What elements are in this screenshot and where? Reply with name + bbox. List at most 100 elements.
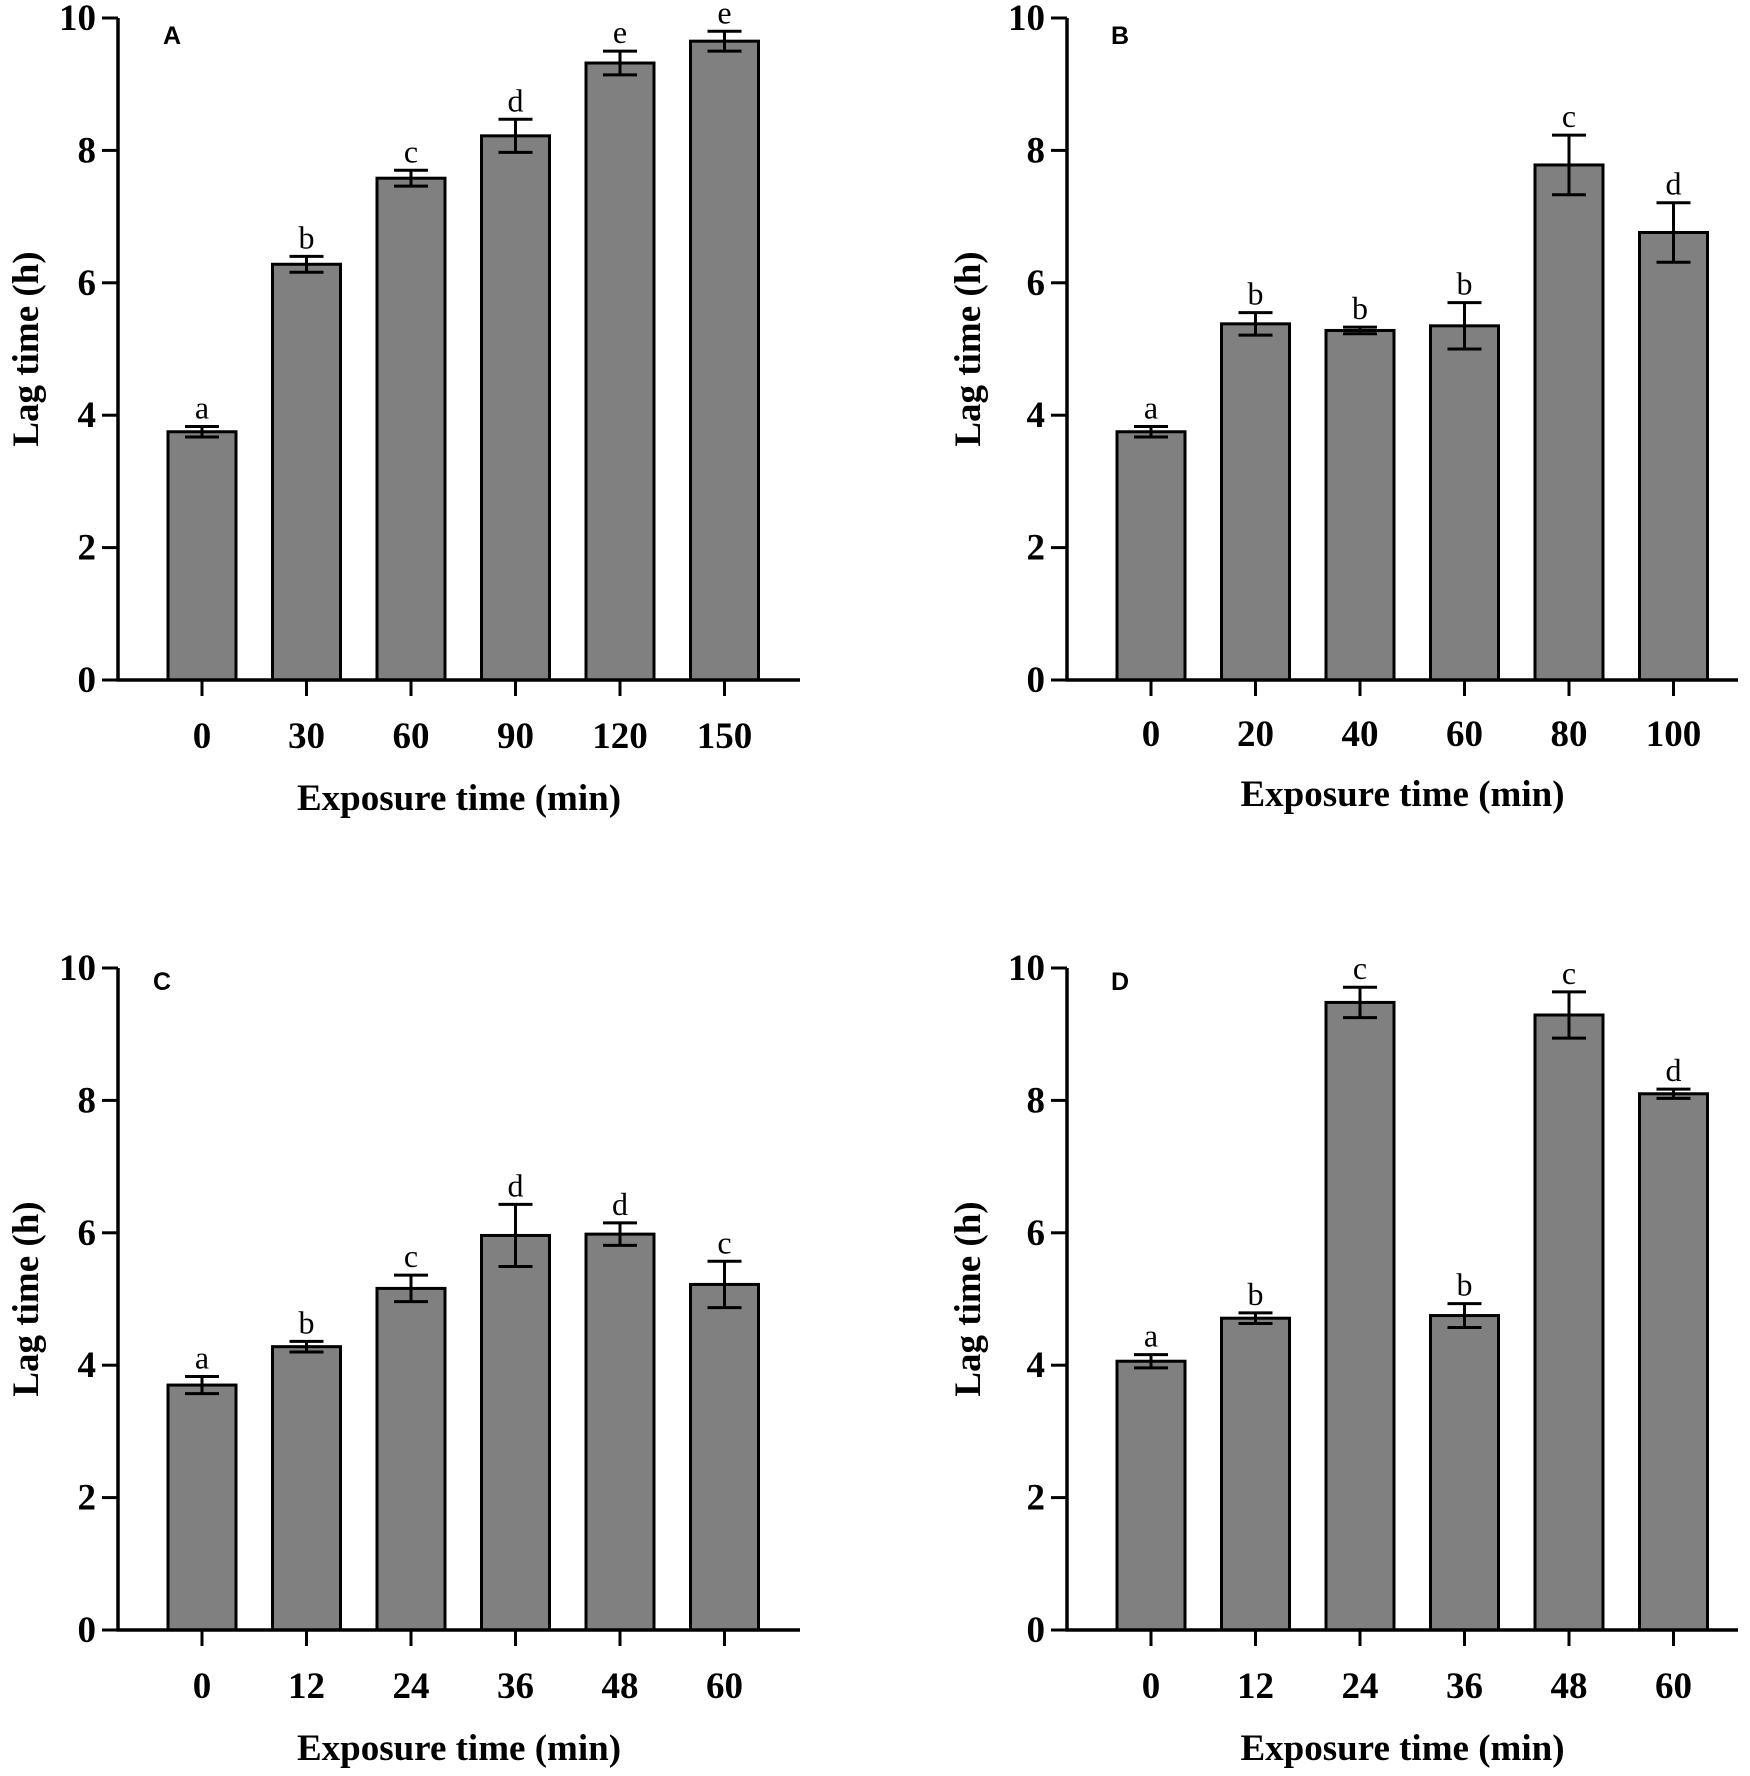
panel-b-significance-letter: b bbox=[1457, 266, 1473, 302]
panel-a-bar-60 bbox=[375, 176, 447, 682]
panel-b-significance-letter: d bbox=[1666, 166, 1682, 202]
panel-b-y-tick-label: 6 bbox=[1027, 263, 1046, 304]
panel-c-y-tick-label: 4 bbox=[78, 1345, 97, 1386]
panel-b-x-tick-label: 60 bbox=[1446, 714, 1483, 755]
panel-a-letter: A bbox=[163, 22, 181, 50]
panel-b-bar-20 bbox=[1220, 322, 1291, 682]
panel-b-y-tick-label: 4 bbox=[1027, 395, 1046, 436]
panel-b-bar-80 bbox=[1533, 163, 1605, 682]
panel-a-y-tick-label: 2 bbox=[78, 528, 97, 569]
panel-c-bar-48 bbox=[584, 1232, 656, 1632]
panel-a-x-tick-label: 30 bbox=[288, 716, 325, 757]
panel-b-y-tick-label: 2 bbox=[1027, 528, 1046, 569]
panel-d-bar-12 bbox=[1220, 1316, 1291, 1632]
panel-a-y-tick-label: 8 bbox=[78, 130, 97, 171]
panel-b-bar-0 bbox=[1115, 430, 1187, 682]
panel-b-y-tick-label: 10 bbox=[1008, 0, 1045, 39]
panel-d-x-tick-label: 60 bbox=[1655, 1666, 1692, 1707]
panel-c-significance-letter: c bbox=[404, 1238, 418, 1274]
panel-c-bar-24 bbox=[375, 1286, 447, 1632]
panel-c-y-tick-label: 8 bbox=[78, 1080, 97, 1121]
panel-d-bar-24 bbox=[1324, 1000, 1396, 1632]
panel-d-x-tick-label: 12 bbox=[1237, 1666, 1274, 1707]
panel-c-x-tick-label: 48 bbox=[602, 1666, 639, 1707]
panel-a-x-tick-label: 60 bbox=[393, 716, 430, 757]
panel-d-bar-60 bbox=[1638, 1092, 1709, 1632]
panel-d-y-tick-label: 4 bbox=[1027, 1345, 1046, 1386]
panel-d-y-tick-label: 6 bbox=[1027, 1213, 1046, 1254]
panel-b-y-tick-label: 8 bbox=[1027, 130, 1046, 171]
panel-c-y-tick-label: 6 bbox=[78, 1213, 97, 1254]
panel-a-x-tick-label: 0 bbox=[193, 716, 212, 757]
panel-c-letter: C bbox=[153, 968, 171, 996]
panel-b-bar-40 bbox=[1324, 328, 1396, 682]
panel-b-y-axis-title: Lag time (h) bbox=[948, 251, 989, 446]
panel-a-x-tick-label: 150 bbox=[697, 716, 753, 757]
panel-d-x-tick-label: 0 bbox=[1142, 1666, 1161, 1707]
panel-b-x-tick-label: 0 bbox=[1142, 714, 1161, 755]
panel-b-letter: B bbox=[1111, 22, 1129, 50]
panel-c-x-tick-label: 0 bbox=[193, 1666, 212, 1707]
panel-c-bar-36 bbox=[480, 1233, 551, 1632]
panel-b-y-tick-label: 0 bbox=[1027, 660, 1046, 701]
panel-a-significance-letter: e bbox=[717, 0, 731, 30]
panel-b-x-tick-label: 40 bbox=[1342, 714, 1379, 755]
panel-c-bar-12 bbox=[271, 1345, 342, 1632]
panel-d-letter: D bbox=[1111, 968, 1129, 996]
panel-b-bar-60 bbox=[1429, 324, 1500, 682]
panel-a-y-tick-label: 0 bbox=[78, 660, 97, 701]
panel-c-bar-60 bbox=[689, 1282, 760, 1632]
panel-c-significance-letter: b bbox=[299, 1304, 315, 1340]
panel-c-x-tick-label: 60 bbox=[706, 1666, 743, 1707]
panel-d-significance-letter: b bbox=[1248, 1276, 1264, 1312]
panel-a-bar-150 bbox=[689, 39, 760, 682]
panel-c-x-tick-label: 36 bbox=[497, 1666, 534, 1707]
panel-c-x-axis-title: Exposure time (min) bbox=[297, 1728, 621, 1769]
panel-a-significance-letter: e bbox=[613, 14, 627, 50]
panel-a-y-axis-title: Lag time (h) bbox=[6, 251, 47, 446]
panel-a-bar-90 bbox=[480, 134, 551, 682]
panel-a-bar-120 bbox=[584, 61, 656, 682]
panel-a-bar-0 bbox=[166, 430, 238, 682]
panel-d-y-tick-label: 0 bbox=[1027, 1610, 1046, 1651]
panel-d-significance-letter: d bbox=[1666, 1052, 1682, 1088]
panel-a-x-tick-label: 120 bbox=[592, 716, 648, 757]
panel-c-y-tick-label: 10 bbox=[59, 948, 96, 989]
panel-a-y-tick-label: 4 bbox=[78, 395, 97, 436]
panel-a-significance-letter: a bbox=[195, 389, 209, 425]
panel-b-x-axis-title: Exposure time (min) bbox=[1240, 774, 1564, 815]
panel-a-x-tick-label: 90 bbox=[497, 716, 534, 757]
panel-a-x-axis-title: Exposure time (min) bbox=[297, 778, 621, 819]
panel-a-y-tick-label: 6 bbox=[78, 263, 97, 304]
panel-d-significance-letter: c bbox=[1562, 955, 1576, 991]
panel-d-bar-48 bbox=[1533, 1013, 1605, 1632]
panel-a-bar-30 bbox=[271, 262, 342, 682]
panel-a-significance-letter: c bbox=[404, 133, 418, 169]
panel-c-significance-letter: d bbox=[612, 1186, 628, 1222]
panel-d-significance-letter: c bbox=[1353, 950, 1367, 986]
panel-c-significance-letter: c bbox=[717, 1224, 731, 1260]
panel-d-bar-36 bbox=[1429, 1314, 1500, 1632]
panel-a-significance-letter: b bbox=[299, 219, 315, 255]
panel-c-significance-letter: a bbox=[195, 1339, 209, 1375]
panel-d-significance-letter: a bbox=[1144, 1318, 1158, 1354]
panel-b-x-tick-label: 80 bbox=[1551, 714, 1588, 755]
panel-c-bar-0 bbox=[166, 1383, 238, 1632]
panel-c-x-tick-label: 24 bbox=[393, 1666, 430, 1707]
panel-a-y-tick-label: 10 bbox=[59, 0, 96, 39]
panel-d-y-axis-title: Lag time (h) bbox=[948, 1201, 989, 1396]
panel-d-bar-0 bbox=[1115, 1359, 1187, 1632]
panel-d-x-tick-label: 48 bbox=[1551, 1666, 1588, 1707]
panel-c-x-tick-label: 12 bbox=[288, 1666, 325, 1707]
panel-b-bar-100 bbox=[1638, 230, 1709, 682]
panel-c-y-axis-title: Lag time (h) bbox=[6, 1201, 47, 1396]
panel-d-significance-letter: b bbox=[1457, 1267, 1473, 1303]
panel-d-y-tick-label: 8 bbox=[1027, 1080, 1046, 1121]
panel-b-significance-letter: b bbox=[1248, 276, 1264, 312]
panel-d-y-tick-label: 10 bbox=[1008, 948, 1045, 989]
panel-d-x-axis-title: Exposure time (min) bbox=[1240, 1728, 1564, 1769]
panel-b-significance-letter: a bbox=[1144, 389, 1158, 425]
panel-d-x-tick-label: 36 bbox=[1446, 1666, 1483, 1707]
panel-b-significance-letter: b bbox=[1352, 290, 1368, 326]
